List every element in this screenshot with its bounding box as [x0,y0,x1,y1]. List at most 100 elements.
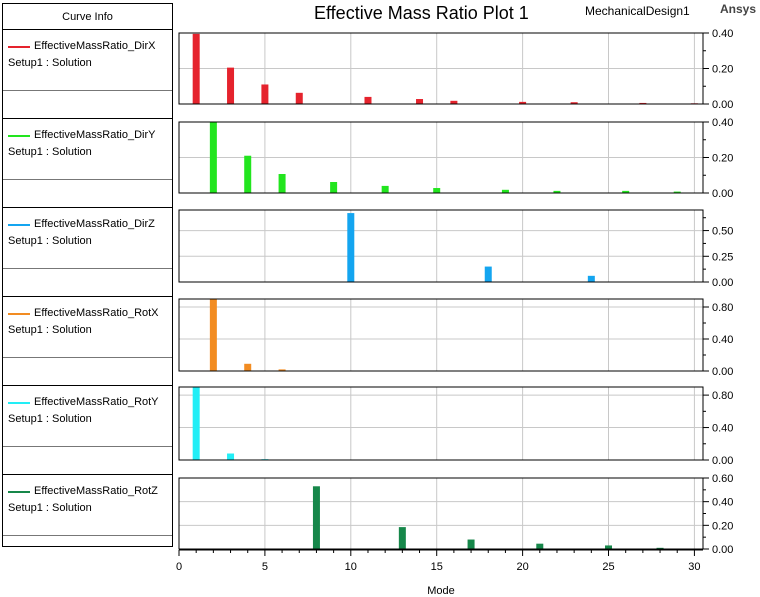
bar-EffectiveMassRatio_DirX-mode-14 [416,99,424,104]
legend-entry-border [3,474,172,475]
plot-panel-frame [178,386,704,461]
legend-series-source: Setup1 : Solution [8,146,92,158]
y-tick-label: 0.40 [712,423,733,435]
bar-EffectiveMassRatio_DirZ-mode-18 [484,266,492,282]
bar-EffectiveMassRatio_DirY-mode-2 [209,122,217,193]
legend-series-name: EffectiveMassRatio_DirX [34,40,156,52]
y-tick-label: 0.25 [712,251,733,263]
legend-entry[interactable]: EffectiveMassRatio_DirZ Setup1 : Solution [3,208,172,297]
bar-EffectiveMassRatio_RotY-mode-1 [192,387,200,460]
plot-panel-frame [178,298,704,372]
y-tick-label: 0.00 [712,99,733,111]
bar-EffectiveMassRatio_DirY-mode-19 [501,189,509,193]
legend-series-source: Setup1 : Solution [8,413,92,425]
x-tick-label: 25 [602,561,614,573]
y-tick-label: 0.40 [712,334,733,346]
chart-title: Effective Mass Ratio Plot 1 [314,3,529,23]
bar-EffectiveMassRatio_RotZ-mode-8 [312,486,320,549]
x-tick-label: 10 [345,561,357,573]
bar-EffectiveMassRatio_DirX-mode-1 [192,33,200,105]
legend-series-name: EffectiveMassRatio_RotY [34,396,159,408]
bar-EffectiveMassRatio_DirX-mode-3 [227,67,235,104]
bar-EffectiveMassRatio_DirZ-mode-24 [587,275,595,282]
bar-EffectiveMassRatio_DirY-mode-4 [244,155,252,193]
legend-separator [3,268,172,269]
bar-EffectiveMassRatio_RotZ-mode-13 [398,527,406,549]
legend-entry-border [3,296,172,297]
x-axis-label: Mode [427,585,455,597]
legend-entry[interactable]: EffectiveMassRatio_DirY Setup1 : Solution [3,119,172,208]
y-tick-label: 0.00 [712,455,733,467]
bar-EffectiveMassRatio_RotX-mode-2 [209,299,217,371]
bar-EffectiveMassRatio_DirY-mode-15 [433,188,441,193]
legend-entry[interactable]: EffectiveMassRatio_DirX Setup1 : Solution [3,30,172,119]
y-tick-label: 0.50 [712,226,733,238]
brand-logo-text: Ansys [720,2,757,16]
bar-EffectiveMassRatio_RotY-mode-3 [227,453,235,460]
legend-separator [3,90,172,91]
legend-swatch [8,46,30,48]
plot-panel-frame [178,209,704,283]
design-name: MechanicalDesign1 [585,4,690,18]
legend-series-name: EffectiveMassRatio_DirZ [34,218,155,230]
bar-EffectiveMassRatio_DirX-mode-16 [450,100,458,104]
legend-swatch [8,313,30,315]
legend-series-source: Setup1 : Solution [8,502,92,514]
y-tick-label: 0.40 [712,117,733,129]
legend-separator [3,357,172,358]
x-tick-label: 20 [516,561,528,573]
curve-info-header: Curve Info [3,4,172,30]
bar-EffectiveMassRatio_DirY-mode-9 [330,181,338,193]
legend-entry-border [3,118,172,119]
legend-series-name: EffectiveMassRatio_RotX [34,307,159,319]
plot-panel-frame [178,477,704,550]
legend-series-name: EffectiveMassRatio_DirY [34,129,156,141]
bar-EffectiveMassRatio_DirX-mode-11 [364,96,372,104]
legend-entry[interactable]: EffectiveMassRatio_RotZ Setup1 : Solution [3,475,172,564]
y-tick-label: 0.20 [712,520,733,532]
bar-EffectiveMassRatio_DirX-mode-20 [519,101,527,104]
legend-entry[interactable]: EffectiveMassRatio_RotY Setup1 : Solution [3,386,172,475]
legend-entry[interactable]: EffectiveMassRatio_RotX Setup1 : Solution [3,297,172,386]
legend-swatch [8,135,30,137]
legend-series-name: EffectiveMassRatio_RotZ [34,485,158,497]
bar-EffectiveMassRatio_DirY-mode-6 [278,174,286,193]
x-tick-label: 15 [431,561,443,573]
bar-EffectiveMassRatio_DirY-mode-29 [673,191,681,193]
legend-series-source: Setup1 : Solution [8,324,92,336]
bar-EffectiveMassRatio_RotZ-mode-25 [605,545,613,549]
bar-EffectiveMassRatio_RotX-mode-6 [278,369,286,371]
bar-EffectiveMassRatio_DirY-mode-22 [553,190,561,193]
x-tick-label: 5 [262,561,268,573]
bar-EffectiveMassRatio_DirX-mode-27 [639,102,647,104]
legend-entry-border [3,207,172,208]
bar-EffectiveMassRatio_DirX-mode-7 [295,92,303,104]
legend-swatch [8,402,30,404]
legend-swatch [8,491,30,493]
y-tick-label: 0.20 [712,64,733,76]
bar-EffectiveMassRatio_RotZ-mode-28 [656,547,664,549]
legend-swatch [8,224,30,226]
legend-series-source: Setup1 : Solution [8,235,92,247]
y-tick-label: 0.00 [712,277,733,289]
y-tick-label: 0.80 [712,302,733,314]
bar-EffectiveMassRatio_RotZ-mode-21 [536,543,544,549]
y-tick-label: 0.60 [712,473,733,485]
legend-separator [3,446,172,447]
bar-EffectiveMassRatio_RotZ-mode-17 [467,539,475,549]
bar-EffectiveMassRatio_DirY-mode-26 [622,190,630,193]
bar-EffectiveMassRatio_DirY-mode-12 [381,185,389,193]
y-tick-label: 0.40 [712,28,733,40]
bar-EffectiveMassRatio_RotX-mode-4 [244,363,252,371]
y-tick-label: 0.00 [712,366,733,378]
bar-EffectiveMassRatio_DirX-mode-23 [570,102,578,104]
y-tick-label: 0.20 [712,153,733,165]
x-tick-label: 30 [688,561,700,573]
legend-series-source: Setup1 : Solution [8,57,92,69]
curve-info-panel: Curve Info EffectiveMassRatio_DirX Setup1… [2,3,173,547]
y-tick-label: 0.00 [712,544,733,556]
y-tick-label: 0.40 [712,497,733,509]
y-tick-label: 0.80 [712,390,733,402]
legend-separator [3,179,172,180]
legend-separator [3,535,172,536]
